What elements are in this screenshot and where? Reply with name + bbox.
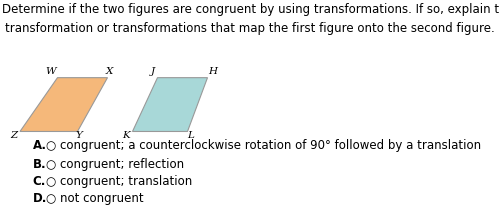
Polygon shape xyxy=(20,78,108,132)
Text: Z: Z xyxy=(10,130,18,139)
Text: B.: B. xyxy=(32,157,46,170)
Text: C.: C. xyxy=(32,174,46,187)
Polygon shape xyxy=(132,78,208,132)
Text: transformation or transformations that map the first figure onto the second figu: transformation or transformations that m… xyxy=(5,22,495,35)
Text: J: J xyxy=(150,67,154,76)
Text: D.: D. xyxy=(32,191,47,204)
Text: ○ congruent; translation: ○ congruent; translation xyxy=(46,174,193,187)
Text: X: X xyxy=(106,67,112,76)
Text: W: W xyxy=(46,67,56,76)
Text: Determine if the two figures are congruent by using transformations. If so, expl: Determine if the two figures are congrue… xyxy=(0,3,500,16)
Text: H: H xyxy=(208,67,217,76)
Text: ○ congruent; a counterclockwise rotation of 90° followed by a translation: ○ congruent; a counterclockwise rotation… xyxy=(46,138,482,151)
Text: Y: Y xyxy=(76,130,82,139)
Text: L: L xyxy=(188,130,194,139)
Text: A.: A. xyxy=(32,138,46,151)
Text: ○ not congruent: ○ not congruent xyxy=(46,191,144,204)
Text: K: K xyxy=(122,130,130,139)
Text: ○ congruent; reflection: ○ congruent; reflection xyxy=(46,157,184,170)
